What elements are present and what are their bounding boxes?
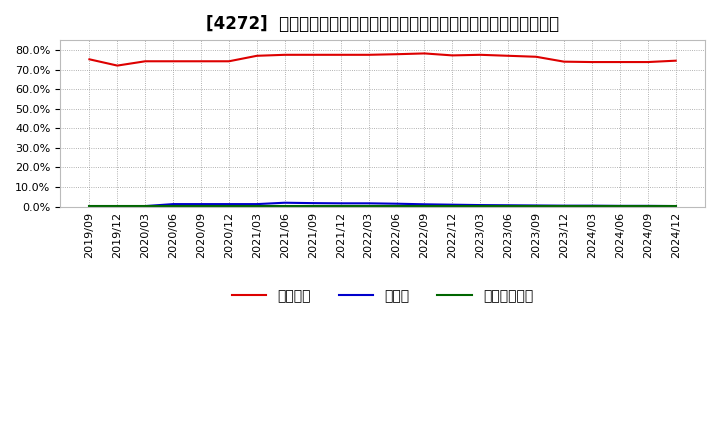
自己資本 [197, 59, 205, 64]
のれん [85, 203, 94, 209]
のれん [448, 202, 456, 207]
自己資本 [559, 59, 568, 64]
自己資本 [476, 52, 485, 58]
繰延税金資産 [253, 203, 261, 209]
繰延税金資産 [559, 203, 568, 209]
自己資本 [364, 52, 373, 58]
自己資本 [169, 59, 178, 64]
のれん [113, 203, 122, 209]
自己資本 [253, 53, 261, 59]
自己資本 [141, 59, 150, 64]
自己資本 [420, 51, 428, 56]
繰延税金資産 [532, 203, 541, 209]
のれん [225, 202, 233, 207]
繰延税金資産 [420, 203, 428, 209]
自己資本 [644, 59, 652, 65]
のれん [588, 203, 596, 208]
自己資本 [616, 59, 624, 65]
のれん [336, 201, 345, 206]
のれん [392, 201, 401, 206]
繰延税金資産 [336, 203, 345, 209]
自己資本 [504, 53, 513, 59]
のれん [671, 203, 680, 209]
のれん [504, 203, 513, 208]
繰延税金資産 [85, 203, 94, 209]
のれん [532, 203, 541, 208]
Line: のれん: のれん [89, 203, 675, 206]
のれん [197, 202, 205, 207]
のれん [308, 201, 317, 206]
繰延税金資産 [448, 203, 456, 209]
のれん [476, 202, 485, 208]
自己資本 [392, 51, 401, 57]
自己資本 [113, 63, 122, 68]
自己資本 [671, 58, 680, 63]
のれん [169, 202, 178, 207]
繰延税金資産 [392, 203, 401, 209]
のれん [364, 201, 373, 206]
のれん [420, 202, 428, 207]
繰延税金資産 [308, 203, 317, 209]
Legend: 自己資本, のれん, 繰延税金資産: 自己資本, のれん, 繰延税金資産 [226, 283, 539, 308]
のれん [616, 203, 624, 209]
Title: [4272]  自己資本、のれん、繰延税金資産の総資産に対する比率の推移: [4272] 自己資本、のれん、繰延税金資産の総資産に対する比率の推移 [206, 15, 559, 33]
繰延税金資産 [141, 203, 150, 209]
自己資本 [532, 54, 541, 59]
繰延税金資産 [644, 203, 652, 209]
Line: 自己資本: 自己資本 [89, 53, 675, 66]
のれん [281, 200, 289, 205]
のれん [141, 203, 150, 209]
繰延税金資産 [364, 203, 373, 209]
自己資本 [308, 52, 317, 58]
自己資本 [448, 53, 456, 58]
繰延税金資産 [281, 203, 289, 209]
繰延税金資産 [588, 203, 596, 209]
繰延税金資産 [616, 203, 624, 209]
繰延税金資産 [504, 203, 513, 209]
自己資本 [85, 57, 94, 62]
のれん [644, 203, 652, 209]
のれん [253, 202, 261, 207]
自己資本 [588, 59, 596, 65]
自己資本 [281, 52, 289, 58]
繰延税金資産 [476, 203, 485, 209]
自己資本 [336, 52, 345, 58]
自己資本 [225, 59, 233, 64]
繰延税金資産 [671, 203, 680, 209]
繰延税金資産 [113, 203, 122, 209]
のれん [559, 203, 568, 208]
繰延税金資産 [197, 203, 205, 209]
繰延税金資産 [225, 203, 233, 209]
繰延税金資産 [169, 203, 178, 209]
